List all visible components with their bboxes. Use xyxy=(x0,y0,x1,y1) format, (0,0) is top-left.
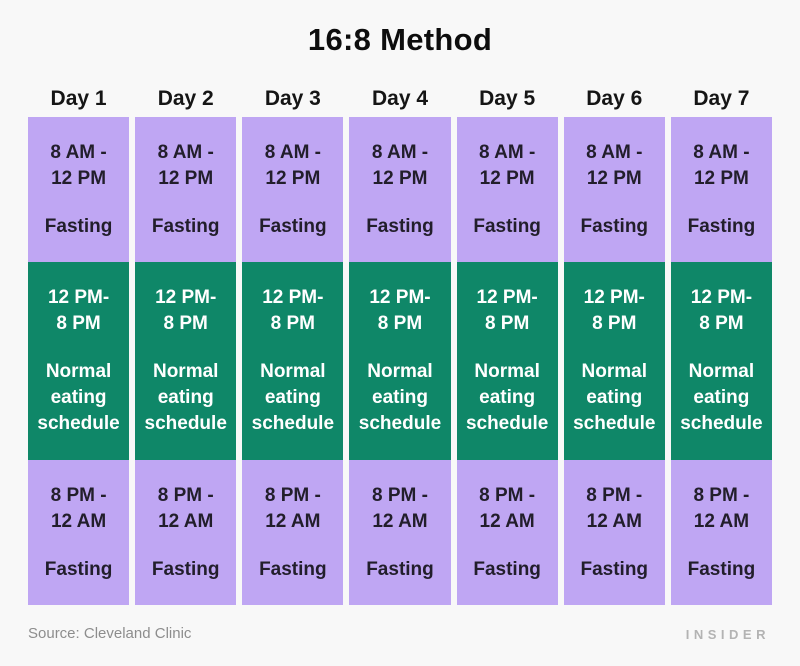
block-label: Normal eating schedule xyxy=(358,361,442,434)
day-column: Day 4 8 AM -12 PM Fasting 12 PM- 8 PM Normal e… xyxy=(349,81,451,605)
day-column: Day 6 8 AM -12 PM Fasting 12 PM- 8 PM Normal e… xyxy=(563,81,665,605)
block-label: Fasting xyxy=(580,558,649,580)
time-range: 8 AM -12 PM xyxy=(264,141,321,189)
eating-window-block: 12 PM- 8 PM Normal eating schedule xyxy=(456,262,558,460)
evening-fasting-block: 8 PM -12 AM Fasting xyxy=(28,460,130,605)
time-range: 8 PM -12 AM xyxy=(50,484,107,532)
block-label: Normal eating schedule xyxy=(465,361,549,434)
day-column: Day 5 8 AM -12 PM Fasting 12 PM- 8 PM Normal e… xyxy=(456,81,558,605)
block-label: Fasting xyxy=(151,558,220,580)
day-column: Day 2 8 AM -12 PM Fasting 12 PM- 8 PM Normal e… xyxy=(135,81,237,605)
block-label: Fasting xyxy=(687,215,756,237)
time-range: 8 PM -12 AM xyxy=(157,484,214,532)
eating-window-block: 12 PM- 8 PM Normal eating schedule xyxy=(349,262,451,460)
morning-fasting-block: 8 AM -12 PM Fasting xyxy=(242,117,344,262)
day-header: Day 2 xyxy=(157,87,214,110)
brand-logo: INSIDER xyxy=(685,627,770,642)
source-credit: Source: Cleveland Clinic xyxy=(28,625,192,642)
eating-window-block: 12 PM- 8 PM Normal eating schedule xyxy=(563,262,665,460)
block-label: Fasting xyxy=(44,558,113,580)
block-label: Fasting xyxy=(259,215,327,237)
time-range: 8 PM -12 AM xyxy=(264,484,321,532)
block-label: Fasting xyxy=(580,215,649,237)
time-range: 8 PM -12 AM xyxy=(372,484,428,532)
evening-fasting-block: 8 PM -12 AM Fasting xyxy=(670,460,772,605)
evening-fasting-block: 8 PM -12 AM Fasting xyxy=(349,460,451,605)
time-range: 12 PM- 8 PM xyxy=(262,287,324,334)
evening-fasting-block: 8 PM -12 AM Fasting xyxy=(242,460,344,605)
time-range: 12 PM- 8 PM xyxy=(583,287,645,334)
time-range: 8 PM -12 AM xyxy=(586,484,643,532)
time-range: 12 PM- 8 PM xyxy=(47,287,110,334)
eating-window-block: 12 PM- 8 PM Normal eating schedule xyxy=(28,262,130,460)
time-range: 8 AM -12 PM xyxy=(371,141,429,189)
time-range: 8 AM -12 PM xyxy=(586,141,643,189)
time-range: 8 PM -12 AM xyxy=(479,484,536,532)
block-label: Normal eating schedule xyxy=(144,361,227,434)
time-range: 8 AM -12 PM xyxy=(157,141,214,189)
day-header: Day 1 xyxy=(50,87,107,110)
block-label: Normal eating schedule xyxy=(251,361,335,434)
time-range: 12 PM- 8 PM xyxy=(369,287,431,334)
block-label: Normal eating schedule xyxy=(680,361,763,434)
morning-fasting-block: 8 AM -12 PM Fasting xyxy=(135,117,237,262)
eating-window-block: 12 PM- 8 PM Normal eating schedule xyxy=(135,262,237,460)
block-label: Fasting xyxy=(473,215,541,237)
morning-fasting-block: 8 AM -12 PM Fasting xyxy=(670,117,772,262)
time-range: 12 PM- 8 PM xyxy=(476,287,538,334)
morning-fasting-block: 8 AM -12 PM Fasting xyxy=(28,117,130,262)
block-label: Fasting xyxy=(259,558,327,580)
page-title: 16:8 Method xyxy=(307,22,493,57)
time-range: 8 AM -12 PM xyxy=(50,141,107,189)
block-label: Normal eating schedule xyxy=(37,361,120,434)
morning-fasting-block: 8 AM -12 PM Fasting xyxy=(563,117,665,262)
morning-fasting-block: 8 AM -12 PM Fasting xyxy=(456,117,558,262)
block-label: Fasting xyxy=(687,558,756,580)
block-label: Fasting xyxy=(473,558,541,580)
evening-fasting-block: 8 PM -12 AM Fasting xyxy=(563,460,665,605)
time-range: 12 PM- 8 PM xyxy=(155,287,217,334)
evening-fasting-block: 8 PM -12 AM Fasting xyxy=(135,460,237,605)
day-header: Day 4 xyxy=(371,87,429,110)
block-label: Fasting xyxy=(151,215,220,237)
block-label: Normal eating schedule xyxy=(573,361,656,434)
day-header: Day 3 xyxy=(264,87,321,110)
schedule-grid: Day 1 8 AM -12 PM Fasting 12 PM- 8 PM Normal e… xyxy=(28,81,772,605)
morning-fasting-block: 8 AM -12 PM Fasting xyxy=(349,117,451,262)
block-label: Fasting xyxy=(44,215,113,237)
block-label: Fasting xyxy=(366,215,434,237)
day-header: Day 7 xyxy=(693,87,750,110)
time-range: 8 AM -12 PM xyxy=(478,141,536,189)
day-column: Day 3 8 AM -12 PM Fasting 12 PM- 8 PM Normal e… xyxy=(242,81,344,605)
evening-fasting-block: 8 PM -12 AM Fasting xyxy=(456,460,558,605)
eating-window-block: 12 PM- 8 PM Normal eating schedule xyxy=(670,262,772,460)
day-column: Day 7 8 AM -12 PM Fasting 12 PM- 8 PM Normal e… xyxy=(670,81,772,605)
time-range: 8 AM -12 PM xyxy=(693,141,750,189)
eating-window-block: 12 PM- 8 PM Normal eating schedule xyxy=(242,262,344,460)
time-range: 12 PM- 8 PM xyxy=(690,287,753,334)
day-header: Day 6 xyxy=(586,87,643,110)
day-header: Day 5 xyxy=(479,87,536,110)
day-column: Day 1 8 AM -12 PM Fasting 12 PM- 8 PM Normal e… xyxy=(28,81,130,605)
time-range: 8 PM -12 AM xyxy=(693,484,750,532)
block-label: Fasting xyxy=(366,558,434,580)
